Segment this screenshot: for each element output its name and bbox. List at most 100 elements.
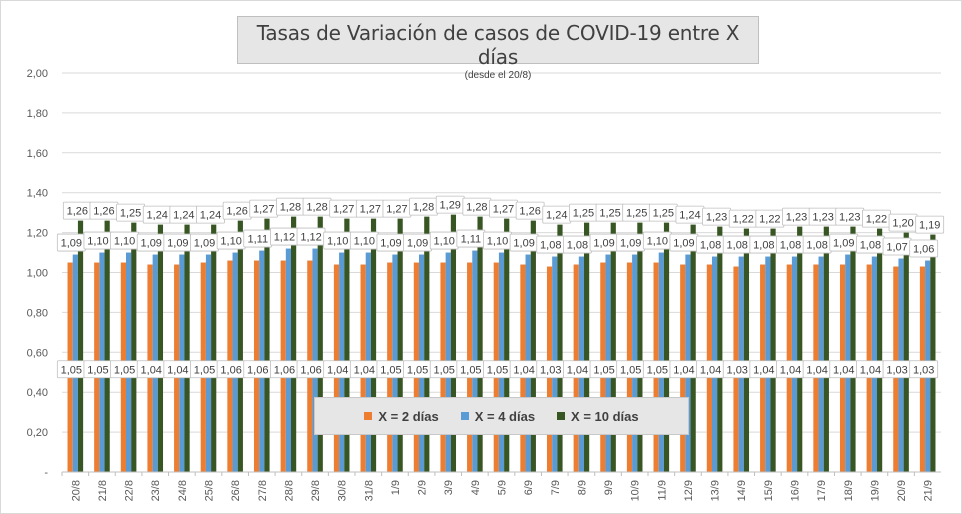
x-tick-label: 21/9 [923, 480, 935, 501]
legend-item-x2: X = 2 días [364, 409, 439, 424]
data-label-x10: 1,24 [675, 205, 705, 224]
svg-text:1,04: 1,04 [327, 364, 348, 376]
svg-text:1,05: 1,05 [194, 364, 215, 376]
svg-text:1,19: 1,19 [919, 220, 940, 232]
bar-x10 [211, 224, 217, 472]
bar-x10 [504, 218, 510, 472]
svg-text:1,08: 1,08 [727, 240, 748, 252]
data-label-x4: 1,08 [856, 235, 885, 254]
bar-x10 [131, 222, 137, 472]
svg-text:1,10: 1,10 [87, 236, 108, 248]
bar-x10 [930, 234, 936, 472]
data-label-x4: 1,08 [776, 235, 805, 254]
x-tick-label: 1/9 [390, 480, 402, 495]
chart-subtitle: (desde el 20/8) [464, 70, 532, 81]
bar-x10 [903, 232, 909, 472]
data-label-x2: 1,06 [243, 360, 273, 379]
svg-text:1,09: 1,09 [673, 238, 694, 250]
bar-x10 [637, 222, 643, 472]
svg-text:1,05: 1,05 [460, 364, 481, 376]
svg-text:1,11: 1,11 [461, 234, 482, 246]
data-label-x10: 1,25 [622, 203, 652, 222]
x-tick-label: 30/8 [337, 480, 349, 501]
data-label-x2: 1,04 [323, 360, 353, 379]
svg-text:1,26: 1,26 [93, 206, 114, 218]
data-label-x2: 1,05 [429, 360, 459, 379]
svg-text:1,09: 1,09 [61, 238, 82, 250]
data-label-x10: 1,27 [355, 199, 385, 218]
data-label-x2: 1,04 [509, 360, 539, 379]
bar-x10 [450, 214, 457, 472]
bar-x10 [717, 226, 723, 472]
svg-text:1,23: 1,23 [839, 212, 860, 224]
svg-text:1,04: 1,04 [753, 364, 774, 376]
data-label-x4: 1,09 [403, 233, 432, 252]
bar-x10 [104, 220, 110, 472]
x-tick-label: 13/9 [710, 480, 722, 501]
svg-text:1,04: 1,04 [167, 364, 188, 376]
svg-text:1,08: 1,08 [540, 240, 561, 252]
bar-x10 [584, 222, 590, 472]
svg-text:1,04: 1,04 [354, 364, 375, 376]
data-label-x2: 1,04 [856, 360, 885, 379]
svg-text:1,04: 1,04 [833, 364, 854, 376]
data-label-x10: 1,26 [89, 201, 119, 220]
data-label-x4: 1,10 [83, 231, 113, 250]
data-label-x2: 1,06 [270, 360, 299, 379]
data-label-x10: 1,29 [435, 195, 465, 214]
svg-text:1,09: 1,09 [167, 238, 188, 250]
data-label-x4: 1,09 [376, 233, 406, 252]
data-label-x2: 1,05 [110, 360, 139, 379]
data-label-x2: 1,04 [749, 360, 779, 379]
svg-text:1,10: 1,10 [434, 236, 455, 248]
svg-text:1,20: 1,20 [892, 218, 913, 230]
bar-x10 [850, 226, 856, 472]
svg-text:1,29: 1,29 [440, 200, 461, 212]
data-label-x10: 1,23 [702, 207, 731, 226]
svg-text:1,09: 1,09 [194, 238, 215, 250]
svg-text:1,09: 1,09 [593, 238, 614, 250]
x-tick-label: 12/9 [683, 480, 695, 501]
data-label-x4: 1,07 [882, 237, 912, 256]
bar-x10 [823, 226, 829, 472]
data-label-x10: 1,22 [862, 209, 891, 228]
y-tick-label: 0,60 [27, 347, 48, 359]
data-label-x10: 1,24 [542, 205, 572, 224]
data-label-x10: 1,25 [648, 203, 678, 222]
data-label-x10: 1,19 [915, 215, 945, 234]
data-label-x10: 1,25 [116, 203, 145, 222]
x-tick-label: 31/8 [363, 480, 375, 501]
data-label-x4: 1,08 [802, 235, 832, 254]
legend-item-x4: X = 4 días [460, 409, 535, 424]
data-label-x2: 1,05 [483, 360, 512, 379]
data-label-x4: 1,09 [136, 233, 166, 252]
svg-text:1,04: 1,04 [806, 364, 827, 376]
bar-x10 [424, 216, 430, 472]
bar-x10 [877, 228, 883, 472]
bar-x10 [77, 220, 84, 472]
svg-text:1,26: 1,26 [519, 206, 540, 218]
svg-text:1,06: 1,06 [274, 364, 295, 376]
bar-x4 [285, 248, 292, 472]
svg-text:1,24: 1,24 [147, 210, 168, 222]
data-label-x2: 1,04 [136, 360, 166, 379]
svg-text:1,08: 1,08 [567, 240, 588, 252]
legend-label-x10: X = 10 días [571, 408, 639, 424]
data-label-x4: 1,12 [270, 227, 299, 246]
svg-text:1,28: 1,28 [466, 202, 487, 214]
svg-text:1,05: 1,05 [114, 364, 135, 376]
svg-text:1,25: 1,25 [120, 208, 141, 220]
svg-text:1,09: 1,09 [407, 238, 428, 250]
data-label-x10: 1,24 [196, 205, 225, 224]
data-label-x2: 1,06 [296, 360, 326, 379]
svg-text:1,03: 1,03 [886, 364, 907, 376]
bar-x10 [184, 224, 190, 472]
svg-text:1,22: 1,22 [759, 214, 780, 226]
data-label-x4: 1,09 [669, 233, 699, 252]
bar-x10 [663, 222, 670, 472]
x-tick-label: 27/8 [257, 480, 269, 501]
svg-text:1,27: 1,27 [253, 204, 274, 216]
data-label-x10: 1,27 [329, 199, 359, 218]
x-tick-label: 22/8 [124, 480, 136, 501]
